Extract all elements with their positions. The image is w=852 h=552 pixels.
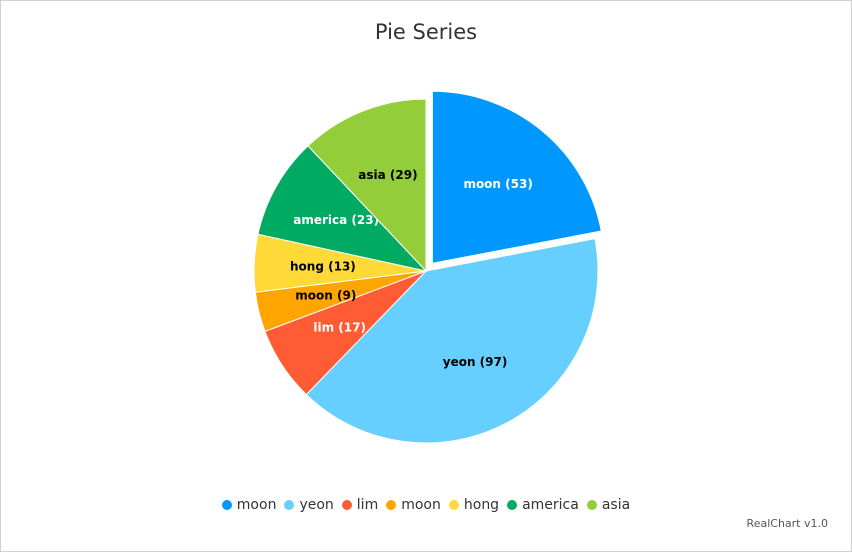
legend-item-asia-6[interactable]: asia: [586, 497, 631, 513]
legend-marker: [221, 500, 232, 510]
legend-label: america: [522, 497, 579, 513]
chart-legend: moon yeon lim moon hong america asia: [0, 497, 852, 513]
legend-marker: [341, 500, 352, 510]
legend-item-hong-4[interactable]: hong: [448, 497, 500, 513]
pie-slice-america-5[interactable]: [257, 145, 428, 272]
legend-label: yeon: [299, 497, 334, 513]
slice-label-america-5: america (23): [293, 213, 379, 227]
legend-item-america-5[interactable]: america: [507, 497, 579, 513]
pie-slice-moon-0[interactable]: [431, 90, 602, 264]
legend-label: moon: [401, 497, 441, 513]
legend-item-moon-3[interactable]: moon: [386, 497, 441, 513]
legend-marker: [386, 500, 397, 510]
pie-slice-asia-6[interactable]: [307, 98, 427, 273]
legend-item-moon-0[interactable]: moon: [221, 497, 277, 513]
legend-marker: [586, 500, 597, 510]
slice-label-asia-6: asia (29): [358, 168, 417, 182]
legend-item-lim-2[interactable]: lim: [341, 497, 379, 513]
slice-label-moon-0: moon (53): [463, 177, 532, 191]
slice-label-hong-4: hong (13): [290, 259, 356, 273]
pie-slice-yeon-1[interactable]: [305, 238, 599, 444]
legend-label: moon: [236, 497, 277, 513]
legend-marker: [507, 500, 518, 510]
legend-marker: [284, 500, 295, 510]
slice-label-yeon-1: yeon (97): [443, 355, 508, 369]
chart-title: Pie Series: [374, 20, 478, 44]
legend-marker: [448, 500, 459, 510]
slice-label-lim-2: lim (17): [313, 321, 366, 335]
legend-label: hong: [463, 497, 500, 513]
slice-label-moon-3: moon (9): [295, 289, 356, 303]
legend-label: lim: [356, 497, 379, 513]
legend-label: asia: [601, 497, 631, 513]
chart-credits: RealChart v1.0: [746, 517, 828, 530]
legend-item-yeon-1[interactable]: yeon: [284, 497, 334, 513]
